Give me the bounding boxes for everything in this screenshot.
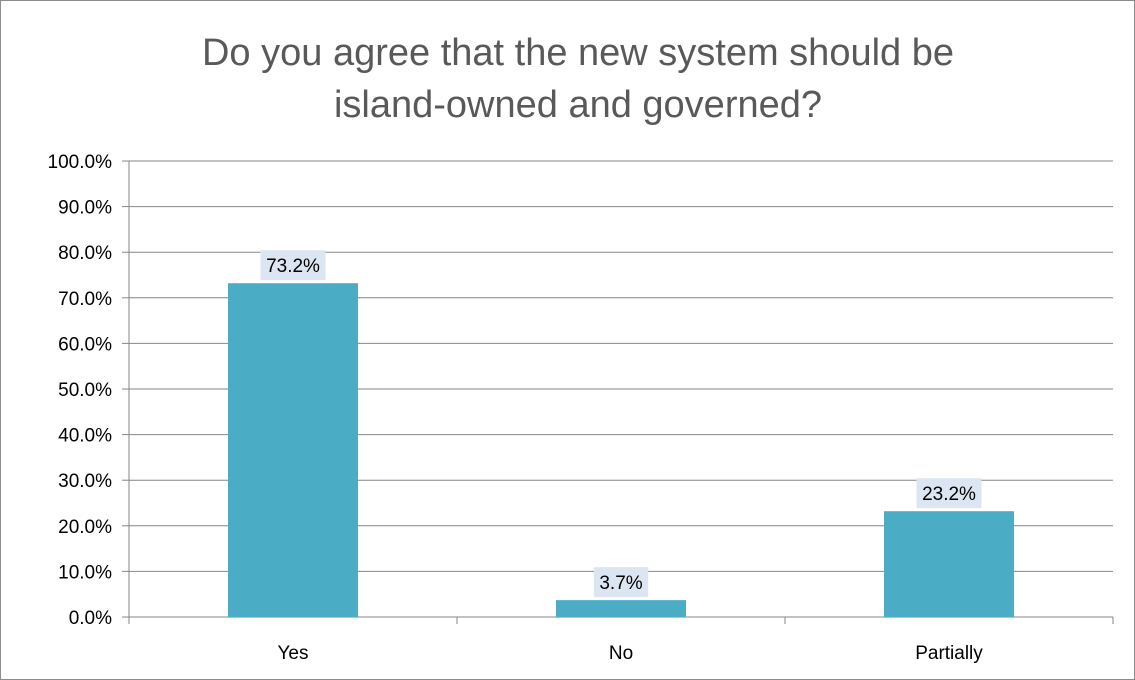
y-tick-label: 90.0% — [58, 198, 112, 219]
y-tick-label: 80.0% — [58, 243, 112, 264]
bars — [228, 283, 1014, 617]
y-tick-label: 30.0% — [58, 471, 112, 492]
y-tick-label: 40.0% — [58, 426, 112, 447]
data-label-background — [260, 250, 326, 281]
chart-title-line-1: Do you agree that the new system should … — [202, 32, 954, 74]
category-label-yes: Yes — [278, 643, 309, 664]
data-label-partially: 23.2% — [916, 478, 982, 509]
data-label-no: 3.7% — [593, 567, 649, 598]
chart-title: Do you agree that the new system should … — [202, 32, 954, 126]
bar-yes — [228, 283, 358, 617]
data-label-background — [916, 478, 982, 509]
y-tick-label: 10.0% — [58, 562, 112, 583]
y-tick-label: 100.0% — [48, 152, 113, 173]
data-label-background — [593, 567, 649, 598]
y-tick-label: 70.0% — [58, 289, 112, 310]
data-label-text: 3.7% — [599, 573, 642, 594]
category-label-no: No — [609, 643, 633, 664]
data-label-text: 23.2% — [922, 484, 976, 505]
y-tick-label: 60.0% — [58, 334, 112, 355]
bar-partially — [884, 511, 1014, 617]
x-axis-category-labels: Yes No Partially — [278, 643, 984, 664]
y-tick-label: 20.0% — [58, 517, 112, 538]
y-axis-tick-labels: 0.0% 10.0% 20.0% 30.0% 40.0% 50.0% 60.0% 70.0% 8… — [48, 152, 113, 629]
y-tick-label: 0.0% — [69, 608, 112, 629]
data-labels: 73.2% 3.7% 23.2% — [260, 250, 982, 598]
bar-no — [556, 600, 686, 617]
chart-title-line-2: island-owned and governed? — [334, 84, 822, 126]
data-label-text: 73.2% — [266, 256, 320, 277]
y-tick-label: 50.0% — [58, 380, 112, 401]
category-label-partially: Partially — [915, 643, 983, 664]
data-label-yes: 73.2% — [260, 250, 326, 281]
